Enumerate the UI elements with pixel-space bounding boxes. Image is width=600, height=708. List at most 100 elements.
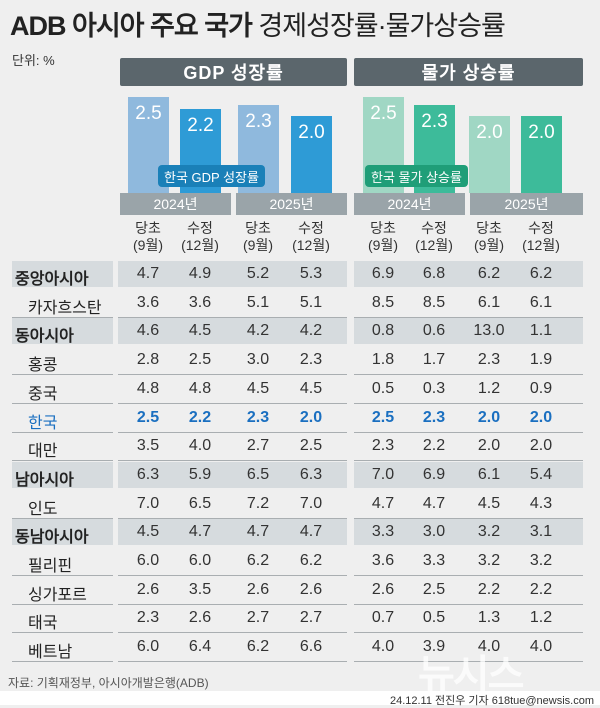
column-header-line1: 수정 [187,220,213,236]
table-cell: 2.6 [371,580,395,598]
row-background [12,491,113,519]
table-cell: 1.3 [477,609,501,627]
table-row: 대만 3.5 4.0 2.7 2.5 2.3 2.2 2.0 2.0 [0,433,600,462]
page-title: ADB 아시아 주요 국가 경제성장률·물가상승률 [10,4,506,43]
bar-value-label: 2.3 [245,110,272,132]
row-label: 동남아시아 [15,529,89,547]
table-cell: 3.6 [371,552,395,569]
column-header-line2: (12월) [415,237,453,253]
row-label: 베트남 [28,644,73,662]
table-cell: 4.7 [188,523,212,541]
table-cell: 3.5 [136,437,160,455]
bar-value-label: 2.5 [135,103,162,124]
column-header-line1: 수정 [298,220,324,236]
row-background [12,405,113,433]
table-cell: 2.3 [477,351,501,369]
table-cell: 5.1 [246,293,270,311]
table-cell: 4.5 [136,523,160,541]
table-cell: 4.0 [477,638,501,656]
table-cell: 4.5 [299,379,323,397]
unit-label: 단위: % [12,53,55,68]
row-label: 중앙아시아 [15,271,89,288]
table-cell: 4.0 [529,638,553,656]
table-cell: 4.6 [136,322,160,340]
table-cell: 4.5 [188,322,212,340]
table-cell: 5.9 [188,465,212,483]
row-label: 인도 [28,500,58,518]
row-label: 필리핀 [28,558,73,575]
table-cell: 6.2 [477,265,501,282]
table-cell: 4.0 [188,437,212,455]
table-cell: 4.5 [246,379,270,397]
table-cell: 2.0 [529,408,553,426]
table-row: 한국 2.5 2.2 2.3 2.0 2.5 2.3 2.0 2.0 [0,405,600,434]
column-header: 당초 (9월) [463,220,515,254]
table-cell: 2.2 [422,437,446,455]
table-cell: 6.9 [371,265,395,282]
row-background [118,634,347,663]
table-cell: 6.8 [422,265,446,282]
table-cell: 4.8 [188,379,212,397]
table-cell: 2.5 [299,437,323,455]
column-header-line1: 당초 [245,220,271,236]
row-background [12,318,113,345]
table-cell: 3.3 [371,523,395,541]
table-cell: 7.0 [136,494,160,512]
column-header-line2: (12월) [522,237,560,253]
table-row: 태국 2.3 2.6 2.7 2.7 0.7 0.5 1.3 1.2 [0,605,600,634]
table-cell: 4.7 [422,494,446,512]
table-cell: 2.3 [136,609,160,627]
bar-value-label: 2.0 [476,122,503,144]
table-cell: 2.3 [422,408,446,426]
column-header-line1: 당초 [370,220,396,236]
table-cell: 6.0 [136,552,160,569]
row-background [354,290,583,318]
gdp-bar: 2.5 [128,97,169,193]
row-background [354,433,583,462]
table-cell: 1.1 [529,322,553,340]
bar-value-label: 2.3 [421,110,448,132]
table-cell: 2.0 [477,437,501,455]
cpi-korea-label: 한국 물가 상승률 [365,165,468,187]
table-cell: 2.5 [422,580,446,598]
row-background [12,433,113,462]
table-cell: 2.3 [246,408,270,426]
table-cell: 8.5 [371,293,395,311]
table-row: 중국 4.8 4.8 4.5 4.5 0.5 0.3 1.2 0.9 [0,376,600,405]
row-background [118,461,347,488]
column-header: 수정 (12월) [174,220,226,254]
row-background [12,605,113,634]
table-cell: 6.2 [246,638,270,656]
row-background [118,318,347,345]
table-cell: 2.7 [246,609,270,627]
table-cell: 2.5 [188,351,212,369]
table-cell: 2.7 [299,609,323,627]
column-header-line2: (9월) [133,237,163,253]
row-label: 카자흐스탄 [28,299,102,317]
table-cell: 4.7 [136,265,160,282]
row-background [354,491,583,519]
title-rest: 경제성장률·물가상승률 [258,11,505,41]
row-background [118,519,347,546]
row-background [12,376,113,404]
table-cell: 4.9 [188,265,212,282]
column-header: 당초 (9월) [357,220,409,254]
table-cell: 3.2 [477,552,501,569]
row-background [354,634,583,663]
row-background [354,577,583,605]
row-background [354,519,583,546]
column-header: 당초 (9월) [232,220,284,254]
table-cell: 3.3 [422,552,446,569]
table-cell: 4.8 [136,379,160,397]
table-row: 카자흐스탄 3.6 3.6 5.1 5.1 8.5 8.5 6.1 6.1 [0,290,600,319]
table-cell: 5.1 [299,293,323,311]
row-background [354,405,583,433]
credit-line: 24.12.11 전진우 기자 618tue@newsis.com [389,695,594,707]
table-cell: 6.6 [299,638,323,656]
row-label: 동아시아 [15,328,74,346]
table-row: 남아시아 6.3 5.9 6.5 6.3 7.0 6.9 6.1 5.4 [0,461,600,491]
year-label: 2024년 [354,193,465,215]
table-cell: 2.6 [188,609,212,627]
table-cell: 4.0 [371,638,395,656]
table-cell: 6.3 [136,465,160,483]
